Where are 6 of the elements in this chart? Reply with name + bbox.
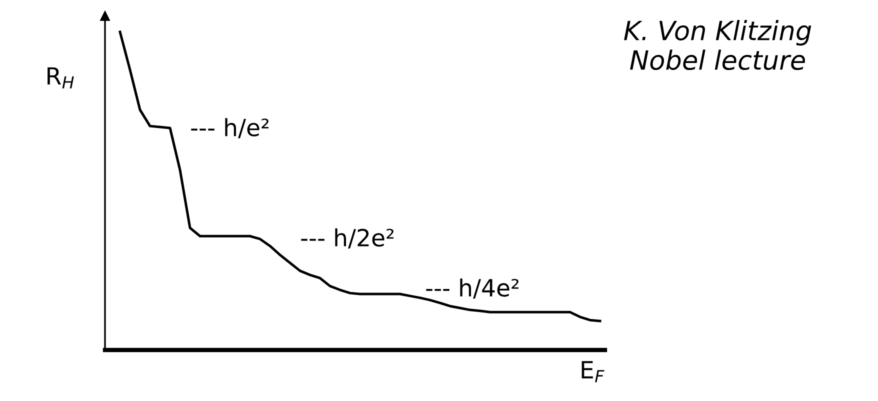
x-axis-title: E$_{F}$	[582, 361, 604, 382]
y-axis-title: R$_{H}$	[48, 67, 74, 88]
annotation: --- h/2e²	[301, 228, 394, 248]
annotation: --- h/4e²	[426, 278, 519, 299]
annotation: --- h/e²	[191, 118, 268, 138]
text: K. Von Klitzing Nobel lecture	[624, 20, 812, 70]
